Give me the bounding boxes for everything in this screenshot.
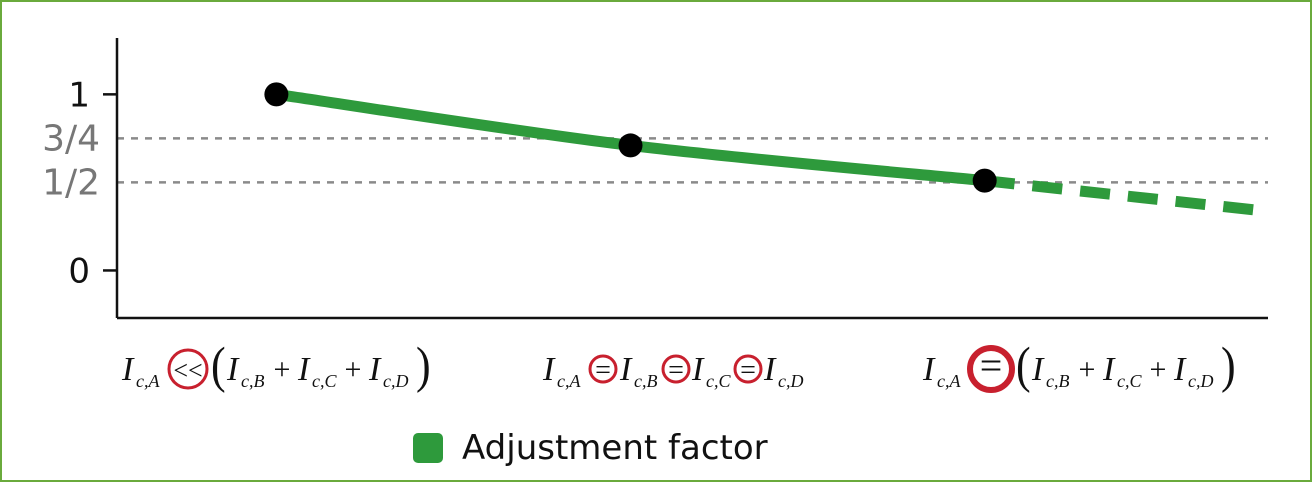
data-point-2 [618, 133, 643, 158]
x-label-2-op: = [595, 355, 611, 386]
series-adjustment-factor [264, 82, 1262, 217]
x-label-1-op-circle [167, 348, 209, 390]
x-label-1-plus-1: + [274, 353, 291, 386]
x-label-3-term-2-symbol: I [1102, 351, 1116, 388]
x-label-1-lhs-symbol: I [121, 351, 135, 388]
x-label-2-eq-1: = [668, 355, 684, 386]
data-point-1 [264, 82, 289, 107]
legend-swatch [413, 433, 443, 463]
x-label-3-plus-1: + [1079, 353, 1096, 386]
data-point-3 [972, 168, 997, 193]
x-label-3-term-3-symbol: I [1173, 351, 1187, 388]
x-label-3-term-1-symbol: I [1031, 351, 1045, 388]
x-label-3-term-3-subscript: c,D [1188, 371, 1214, 391]
x-label-2-op-circle [588, 354, 618, 384]
x-label-1-term-3-subscript: c,D [383, 371, 409, 391]
series-extrapolation-dashed [984, 175, 1262, 217]
y-axis-ticks: 13/41/2 0 [42, 75, 117, 291]
x-label-2-eq-2: = [740, 355, 756, 386]
x-label-3-term-2-subscript: c,C [1117, 371, 1142, 391]
x-label-3-op: = [980, 343, 1003, 388]
y-tick-label-0: 1 [68, 75, 90, 115]
x-label-3-lhs-subscript: c,A [937, 371, 961, 391]
x-label-3-plus-2: + [1150, 353, 1167, 386]
legend-label: Adjustment factor [462, 428, 768, 468]
y-tick-label-3: 0 [68, 251, 90, 291]
reference-lines [117, 137, 1268, 184]
x-label-2-lhs-subscript: c,A [557, 371, 581, 391]
x-label-2-term-1-symbol: I [619, 351, 633, 388]
x-label-2-term-2-subscript: c,C [706, 371, 731, 391]
x-label-2-eq-circle-2 [733, 354, 763, 384]
x-label-3-close-paren: ) [1221, 338, 1236, 393]
x-label-2-term-1-subscript: c,B [634, 371, 657, 391]
x-label-1-lhs-subscript: c,A [136, 371, 160, 391]
x-label-1-term-2-subscript: c,C [312, 371, 337, 391]
x-label-1-plus-2: + [345, 353, 362, 386]
y-tick-label-1: 3/4 [42, 118, 100, 159]
x-label-1-term-3-symbol: I [368, 351, 382, 388]
x-label-3-op-circle [967, 345, 1015, 393]
x-label-1-term-2-symbol: I [297, 351, 311, 388]
x-label-1-op: << [173, 356, 202, 385]
y-tick-label-2: 1/2 [42, 162, 100, 203]
x-label-1-term-1-symbol: I [226, 351, 240, 388]
x-label-1-open-paren: ( [211, 338, 226, 393]
legend: Adjustment factor [413, 428, 768, 468]
x-label-3-lhs-symbol: I [922, 351, 936, 388]
x-label-3-open-paren: ( [1016, 338, 1031, 393]
x-label-2-term-3-symbol: I [763, 351, 777, 388]
x-label-2-term-3-subscript: c,D [778, 371, 804, 391]
x-label-1-close-paren: ) [416, 338, 431, 393]
x-label-1-term-1-subscript: c,B [241, 371, 264, 391]
x-label-3-term-1-subscript: c,B [1046, 371, 1069, 391]
axes [115, 38, 1268, 320]
x-label-2-eq-circle-1 [661, 354, 691, 384]
x-label-2-term-2-symbol: I [691, 351, 705, 388]
x-label-2-lhs-symbol: I [542, 351, 556, 388]
